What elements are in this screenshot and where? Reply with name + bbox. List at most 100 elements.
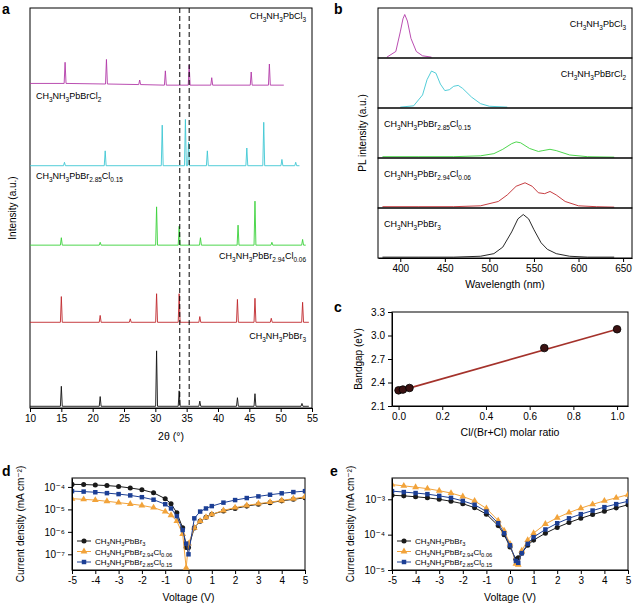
tick-mark — [165, 570, 166, 574]
subscript: 2.94 — [142, 552, 154, 558]
tick-mark — [510, 570, 511, 574]
tick-label: 2.7 — [371, 354, 385, 365]
tick-label: 40 — [213, 413, 225, 424]
plot-area — [395, 325, 621, 394]
marker — [151, 497, 155, 501]
legend-label: CH3NH3PbBr2.85Cl0.15 — [95, 558, 172, 568]
tick-label: 10⁻⁵ — [44, 504, 65, 515]
tick-mark — [534, 258, 535, 262]
tick: -1 — [482, 570, 491, 586]
text-run: NH — [401, 169, 414, 179]
text-run: CH — [384, 169, 397, 179]
marker — [601, 497, 608, 503]
subscript: 3 — [622, 24, 626, 31]
tick: 4 — [279, 570, 285, 586]
subscript: 3 — [142, 541, 145, 547]
tick-label: 25 — [119, 413, 131, 424]
tick: 10⁻⁴ — [364, 529, 392, 540]
tick: 1 — [531, 570, 537, 586]
marker — [116, 484, 121, 489]
marker — [128, 493, 132, 497]
marker — [520, 551, 524, 555]
text-run: CH — [95, 548, 107, 557]
series-line — [30, 119, 299, 165]
axis-line — [393, 406, 629, 407]
series-line — [382, 215, 614, 258]
tick-mark — [416, 570, 417, 574]
tick-mark — [604, 570, 605, 574]
tick-label: 0.8 — [567, 411, 581, 422]
subscript: 0.15 — [110, 176, 123, 183]
legend-entry: CH3NH3PbBr2.85Cl0.15 — [397, 558, 492, 568]
tick-mark — [399, 406, 400, 410]
plot-area — [72, 482, 305, 570]
tick-label: 4 — [279, 575, 285, 586]
tick: 3.0 — [371, 330, 392, 341]
text-run: PbBr — [282, 331, 302, 341]
tick-label: 3 — [579, 575, 585, 586]
marker — [151, 490, 156, 495]
x-axis-title: Wavelength (nm) — [465, 278, 545, 290]
marker — [590, 508, 594, 512]
tick: 10 — [25, 408, 37, 424]
tick-mark — [388, 499, 392, 500]
text-run: Cl — [102, 171, 111, 181]
tick-mark — [579, 258, 580, 262]
series-line — [392, 495, 628, 559]
series-line — [30, 294, 309, 323]
marker — [303, 489, 305, 493]
plot-frame — [392, 312, 628, 406]
text-run: PbBr — [445, 537, 463, 546]
legend-entry: CH3NH3PbBr3 — [77, 537, 146, 547]
legend-entry: CH3NH3PbBr2.94Cl0.06 — [397, 548, 492, 558]
marker — [256, 494, 260, 498]
tick: 1.0 — [611, 406, 625, 422]
marker — [104, 497, 111, 503]
subscript: 3 — [302, 336, 306, 343]
tick-mark — [124, 408, 125, 412]
series-label: CH3NH3PbCl3 — [570, 19, 627, 31]
text-run: NH — [53, 91, 66, 101]
legend-label: CH3NH3PbBr3 — [95, 537, 146, 547]
tick-label: 10⁻⁴ — [44, 482, 65, 493]
tick: 2.7 — [371, 354, 392, 365]
panel-letter: a — [2, 1, 10, 17]
marker — [626, 499, 628, 503]
marker — [127, 500, 134, 506]
reference-line — [179, 8, 180, 408]
y-axis: 2.12.42.73.03.3 — [371, 307, 392, 412]
marker — [530, 529, 537, 535]
tick-label: 1.0 — [611, 411, 625, 422]
tick-mark — [388, 570, 392, 571]
marker — [613, 494, 620, 500]
text-run: PbBr — [417, 169, 437, 179]
series-label: CH3NH3PbBr2.85Cl0.15 — [36, 171, 123, 183]
marker — [516, 561, 520, 565]
tick-label: 15 — [56, 413, 68, 424]
marker — [484, 509, 488, 513]
y-axis-title: Bandgap (eV) — [353, 328, 364, 390]
axis-line — [72, 479, 73, 571]
tick: 3.3 — [371, 307, 392, 318]
tick: 0.8 — [567, 406, 581, 422]
tick-mark — [189, 570, 190, 574]
subscript: 2 — [622, 74, 626, 81]
tick-mark — [282, 570, 283, 574]
marker — [163, 502, 167, 506]
tick-mark — [218, 408, 219, 412]
subscript: 2.94 — [437, 174, 450, 181]
marker — [204, 506, 208, 510]
text-run: CH — [561, 69, 574, 79]
tick-label: 45 — [244, 413, 256, 424]
tick: 10⁻⁶ — [44, 527, 72, 538]
panel: eVoltage (V)Current density (mA cm⁻²)-5-… — [330, 463, 632, 603]
tick-mark — [155, 408, 156, 412]
tick: 0.0 — [392, 406, 406, 422]
marker — [614, 502, 618, 506]
legend-entry: CH3NH3PbBr2.94Cl0.06 — [77, 548, 172, 558]
tick: 0.6 — [523, 406, 537, 422]
tick-label: 10⁻³ — [365, 494, 385, 505]
text-run: PbBr — [125, 537, 143, 546]
marker — [424, 485, 431, 491]
tick-mark — [61, 408, 62, 412]
